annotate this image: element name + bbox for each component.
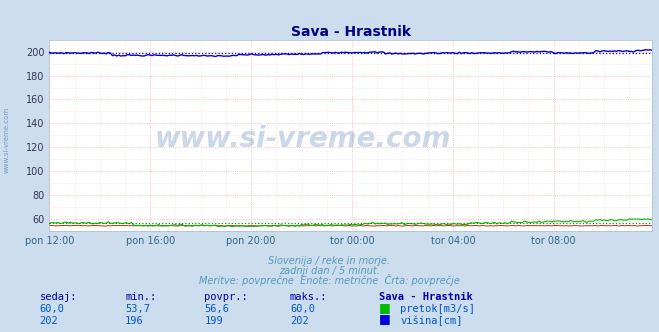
Text: sedaj:: sedaj: (40, 292, 77, 302)
Text: povpr.:: povpr.: (204, 292, 248, 302)
Text: 202: 202 (290, 316, 308, 326)
Text: 60,0: 60,0 (40, 304, 65, 314)
Text: Slovenija / reke in morje.: Slovenija / reke in morje. (268, 256, 391, 266)
Text: zadnji dan / 5 minut.: zadnji dan / 5 minut. (279, 266, 380, 276)
Text: 53,7: 53,7 (125, 304, 150, 314)
Text: 196: 196 (125, 316, 144, 326)
Text: 202: 202 (40, 316, 58, 326)
Text: pretok[m3/s]: pretok[m3/s] (400, 304, 475, 314)
Text: Sava - Hrastnik: Sava - Hrastnik (379, 292, 473, 302)
Text: 199: 199 (204, 316, 223, 326)
Text: 60,0: 60,0 (290, 304, 315, 314)
Text: min.:: min.: (125, 292, 156, 302)
Text: www.si-vreme.com: www.si-vreme.com (3, 106, 10, 173)
Title: Sava - Hrastnik: Sava - Hrastnik (291, 25, 411, 39)
Text: ■: ■ (379, 301, 391, 314)
Text: višina[cm]: višina[cm] (400, 315, 463, 326)
Text: Meritve: povprečne  Enote: metrične  Črta: povprečje: Meritve: povprečne Enote: metrične Črta:… (199, 274, 460, 286)
Text: 56,6: 56,6 (204, 304, 229, 314)
Text: ■: ■ (379, 312, 391, 325)
Text: www.si-vreme.com: www.si-vreme.com (154, 125, 451, 153)
Text: maks.:: maks.: (290, 292, 328, 302)
